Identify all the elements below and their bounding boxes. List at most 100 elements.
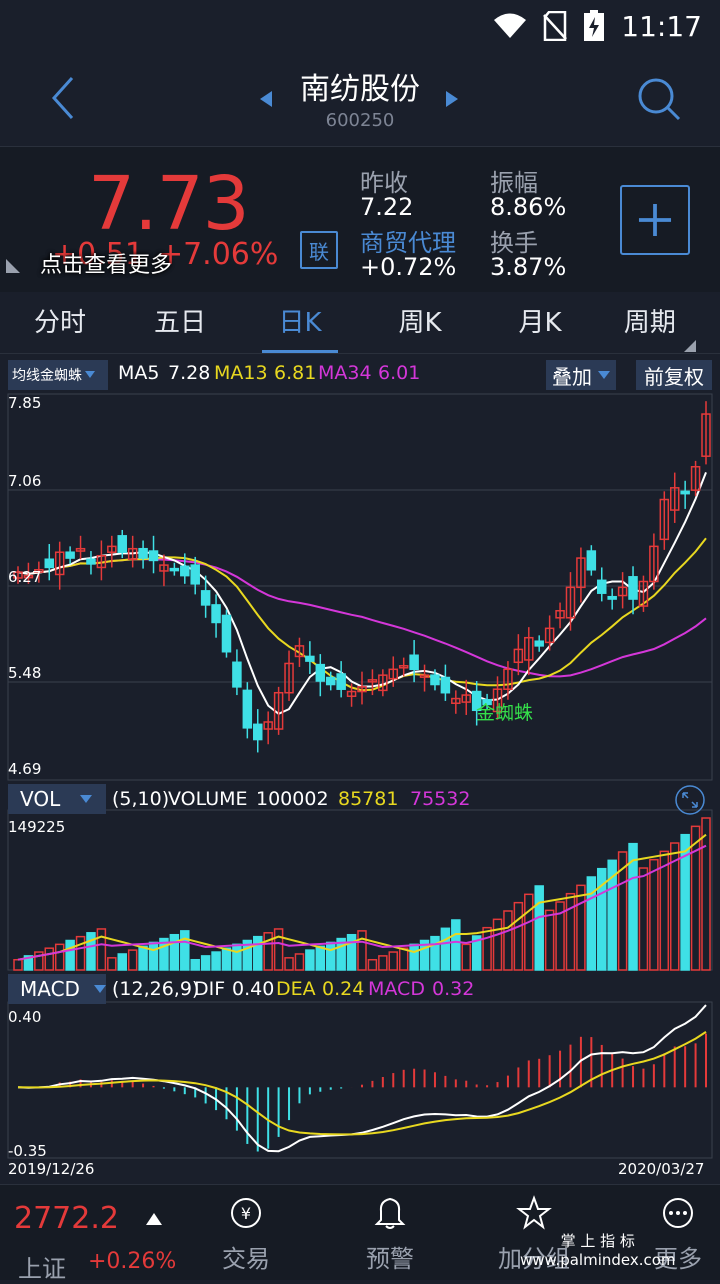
volume-bar: [190, 958, 200, 971]
ma13-line: [17, 537, 707, 692]
tab-weekly-k[interactable]: 周K: [398, 308, 442, 338]
candle-body: [305, 655, 315, 662]
candle-body: [680, 490, 690, 495]
expand-up-icon[interactable]: [146, 1213, 162, 1225]
search-icon[interactable]: [636, 76, 682, 122]
period-tabs: 分时 五日 日K 周K 月K 周期: [0, 294, 720, 354]
corner-triangle-icon: [684, 340, 697, 352]
candle-body: [86, 558, 96, 565]
volume-bar: [451, 919, 461, 971]
ma5-label: MA5: [118, 362, 160, 384]
volume-bar: [13, 958, 23, 971]
status-bar: 11:17: [0, 0, 720, 52]
tab-daily-k[interactable]: 日K: [240, 294, 360, 353]
candle-body: [107, 545, 117, 553]
tab-period[interactable]: 周期: [600, 294, 720, 353]
turnover-label: 换手: [490, 229, 538, 257]
volume-bar: [555, 901, 565, 971]
candle-body: [461, 694, 471, 703]
macd-indicator-selector[interactable]: MACD: [8, 974, 106, 1004]
volume-bar: [680, 833, 690, 971]
nav-trade-label: 交易: [222, 1245, 270, 1273]
volume-bar: [253, 935, 263, 971]
candle-body: [54, 551, 65, 576]
volume-bars: [13, 817, 711, 971]
nav-more[interactable]: 更多: [628, 1195, 720, 1274]
candle-body: [378, 674, 388, 692]
sector-change: +0.72%: [360, 253, 457, 281]
date-start: 2019/12/26: [8, 1160, 95, 1178]
panel-border: [7, 393, 713, 781]
candle-body: [200, 590, 211, 606]
candle-body: [607, 595, 617, 600]
ma34-label: MA34: [318, 362, 372, 384]
volume-bar: [503, 910, 513, 971]
volume-ma10-path: [17, 844, 707, 961]
candle-body: [544, 627, 555, 644]
candle-body: [75, 547, 86, 552]
volume-label: VOLUME: [168, 788, 248, 810]
dif-value: 0.40: [232, 978, 275, 1000]
fullscreen-icon[interactable]: [674, 784, 706, 816]
nav-alert[interactable]: 预警: [340, 1195, 440, 1274]
index-value[interactable]: 2772.2: [14, 1201, 119, 1236]
candle-body: [127, 547, 138, 560]
volume-bar: [513, 901, 524, 971]
volume-bar: [409, 943, 419, 971]
stock-code: 600250: [325, 110, 395, 131]
tab-five-day[interactable]: 五日: [153, 308, 206, 338]
add-watchlist-button[interactable]: [620, 185, 690, 255]
volume-bar: [430, 935, 440, 971]
candle-body: [263, 721, 273, 730]
expand-corner-icon: [6, 259, 20, 273]
macd-bottom-label: -0.35: [8, 1142, 47, 1160]
candle-body: [534, 640, 544, 647]
sector-link[interactable]: 商贸代理: [360, 229, 456, 257]
volume-indicator-selector[interactable]: VOL: [8, 784, 106, 814]
current-price: 7.73: [88, 161, 250, 247]
nav-more-label: 更多: [654, 1245, 702, 1273]
next-stock-icon[interactable]: [444, 90, 460, 108]
amplitude-value: 8.86%: [490, 193, 567, 221]
volume-bar: [461, 943, 471, 971]
nav-add-group[interactable]: 加分组: [484, 1195, 584, 1274]
candle-body: [669, 487, 680, 511]
adjust-button[interactable]: 前复权: [636, 360, 712, 390]
indicator-selector[interactable]: 均线金蜘蛛: [8, 360, 108, 390]
macd-top-label: 0.40: [8, 1008, 42, 1026]
volume-bar: [117, 953, 127, 971]
tab-monthly-k[interactable]: 月K: [518, 308, 562, 338]
ma5-value: 7.28: [168, 362, 211, 384]
dropdown-icon: [80, 794, 93, 803]
volume-bar: [617, 851, 628, 971]
linked-button[interactable]: 联: [300, 231, 338, 269]
candle-body: [242, 689, 253, 729]
candle-body: [524, 636, 534, 661]
indicator-name: 均线金蜘蛛: [12, 368, 82, 384]
tab-intraday[interactable]: 分时: [33, 308, 86, 338]
dea-label: DEA: [276, 978, 316, 1000]
ma13-path: [17, 537, 707, 692]
volume-bar: [440, 927, 451, 971]
candle-body: [398, 665, 409, 669]
dropdown-icon: [85, 371, 95, 378]
previous-stock-icon[interactable]: [258, 90, 274, 108]
candle-body: [409, 654, 419, 671]
back-arrow-icon[interactable]: [44, 74, 84, 122]
ma34-line: [17, 558, 707, 678]
candle-body: [44, 558, 55, 569]
view-more-tip[interactable]: 点击查看更多: [40, 253, 173, 278]
volume-max-label: 149225: [8, 818, 66, 836]
trade-icon: ¥: [231, 1198, 261, 1228]
candle-body: [325, 676, 336, 686]
volume-bar: [597, 867, 607, 971]
candle-body: [315, 663, 326, 682]
candle-body: [597, 579, 607, 594]
volume-ma-lines: [17, 833, 707, 961]
overlay-button[interactable]: 叠加: [546, 360, 616, 390]
nav-trade[interactable]: ¥ 交易: [196, 1195, 296, 1274]
volume-bar: [367, 958, 378, 971]
macd-lines: [17, 1004, 707, 1153]
volume-bar: [284, 957, 294, 971]
quote-panel[interactable]: 7.73 +0.51 +7.06% 点击查看更多 联 昨收 7.22 商贸代理 +…: [0, 146, 720, 292]
